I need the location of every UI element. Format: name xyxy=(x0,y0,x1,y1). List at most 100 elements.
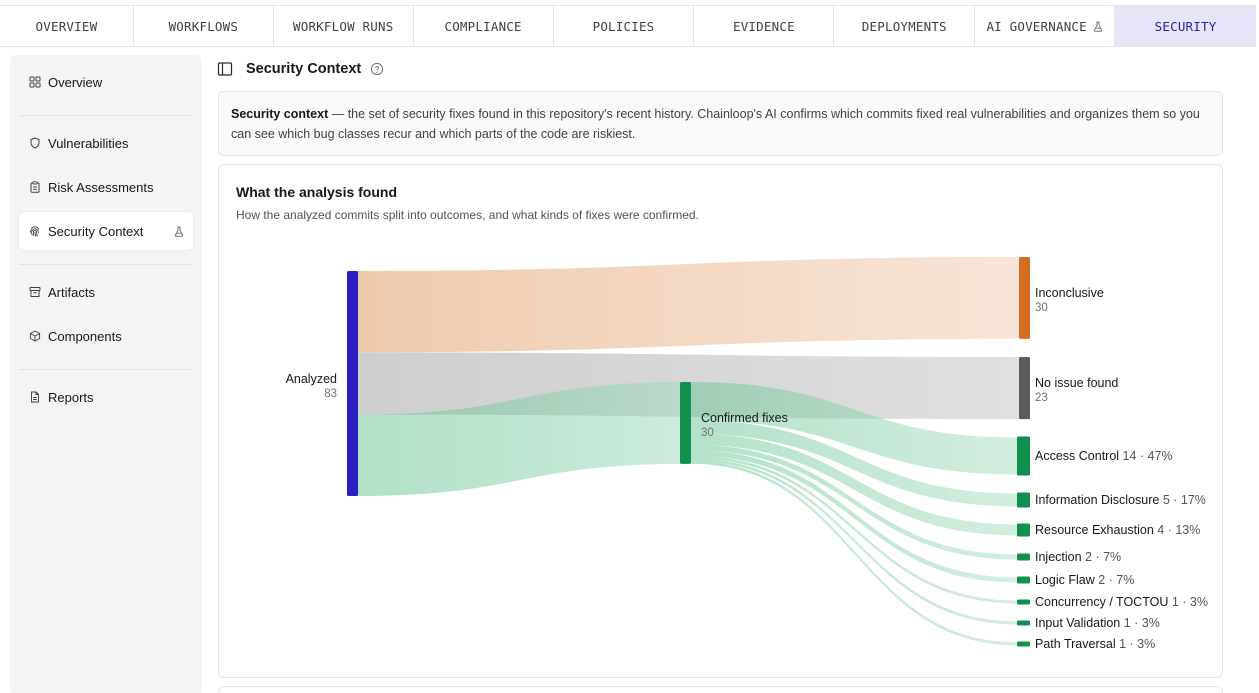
sidebar-divider xyxy=(19,369,193,370)
sidebar-item-artifacts[interactable]: Artifacts xyxy=(19,273,193,311)
node-confirmed[interactable] xyxy=(680,382,691,464)
category-value: 4 · 13% xyxy=(1157,523,1200,537)
flow-confirmed-injection xyxy=(691,444,1019,560)
category-name: Resource Exhaustion xyxy=(1035,523,1157,537)
category-value: 2 · 7% xyxy=(1085,550,1121,564)
flask-icon xyxy=(1093,21,1103,32)
category-value: 5 · 17% xyxy=(1163,493,1206,507)
next-card xyxy=(218,686,1223,693)
top-tab-bar: OVERVIEW WORKFLOWS WORKFLOW RUNS COMPLIA… xyxy=(0,5,1257,47)
description-text: — the set of security fixes found in thi… xyxy=(231,107,1200,141)
label-concurrency: Concurrency / TOCTOU 1 · 3% xyxy=(1035,595,1208,609)
node-logic-flaw[interactable] xyxy=(1017,576,1030,584)
sidebar-item-label: Overview xyxy=(48,74,103,90)
category-value: 1 · 3% xyxy=(1172,595,1208,609)
category-value: 1 · 3% xyxy=(1119,637,1155,651)
value-confirmed: 30 xyxy=(701,427,714,439)
category-name: Access Control xyxy=(1035,449,1123,463)
security-context-description: Security context — the set of security f… xyxy=(218,91,1223,156)
label-resource-exhaustion: Resource Exhaustion 4 · 13% xyxy=(1035,523,1200,537)
sidebar-item-label: Artifacts xyxy=(48,284,95,300)
tab-label: SECURITY xyxy=(1154,18,1217,34)
category-name: Logic Flaw xyxy=(1035,573,1098,587)
clipboard-icon xyxy=(29,181,41,193)
sidebar-item-vulnerabilities[interactable]: Vulnerabilities xyxy=(19,124,193,162)
category-name: Input Validation xyxy=(1035,616,1124,630)
category-name: Path Traversal xyxy=(1035,637,1119,651)
flow-confirmed-input-validation xyxy=(691,458,1019,625)
node-access-control[interactable] xyxy=(1017,436,1030,476)
sidebar: Overview Vulnerabilities Risk Assessment… xyxy=(10,55,202,693)
category-name: Information Disclosure xyxy=(1035,493,1163,507)
flow-confirmed-concurrency xyxy=(691,455,1019,604)
tab-label: COMPLIANCE xyxy=(444,18,522,34)
page-header: Security Context xyxy=(217,59,384,79)
value-no-issue: 23 xyxy=(1035,392,1048,404)
node-resource-exhaustion[interactable] xyxy=(1017,523,1030,537)
label-logic-flaw: Logic Flaw 2 · 7% xyxy=(1035,573,1134,587)
tab-ai-governance[interactable]: AI GOVERNANCE xyxy=(975,6,1116,46)
sankey-chart: Analyzed 83 Inconclusive 30 No issue found 23… xyxy=(286,257,1208,651)
value-analyzed: 83 xyxy=(324,388,337,400)
flow-confirmed-information-disclosure xyxy=(691,420,1019,507)
sidebar-divider xyxy=(19,115,193,116)
description-term: Security context xyxy=(231,107,329,121)
sidebar-toggle-icon[interactable] xyxy=(217,61,233,77)
tab-overview[interactable]: OVERVIEW xyxy=(0,6,134,46)
node-input-validation[interactable] xyxy=(1017,620,1030,626)
sidebar-item-components[interactable]: Components xyxy=(19,317,193,355)
sidebar-item-label: Security Context xyxy=(48,223,144,239)
tab-label: EVIDENCE xyxy=(732,18,795,34)
category-name: Injection xyxy=(1035,550,1085,564)
category-name: Concurrency / TOCTOU xyxy=(1035,595,1172,609)
analysis-card: What the analysis found How the analyzed… xyxy=(218,164,1223,678)
sidebar-divider xyxy=(19,264,193,265)
label-inconclusive: Inconclusive xyxy=(1035,286,1104,300)
grid-icon xyxy=(29,76,41,88)
flask-icon xyxy=(174,225,184,240)
label-analyzed: Analyzed xyxy=(286,372,337,386)
label-access-control: Access Control 14 · 47% xyxy=(1035,449,1173,463)
flow-analyzed-inconclusive xyxy=(357,257,1019,353)
node-concurrency[interactable] xyxy=(1017,599,1030,605)
tab-deployments[interactable]: DEPLOYMENTS xyxy=(834,6,976,46)
sidebar-item-overview[interactable]: Overview xyxy=(19,63,193,101)
fingerprint-icon xyxy=(29,225,41,237)
node-path-traversal[interactable] xyxy=(1017,641,1030,647)
label-injection: Injection 2 · 7% xyxy=(1035,550,1121,564)
file-icon xyxy=(29,391,41,403)
sidebar-item-label: Vulnerabilities xyxy=(48,135,129,151)
tab-workflow-runs[interactable]: WORKFLOW RUNS xyxy=(274,6,414,46)
tab-compliance[interactable]: COMPLIANCE xyxy=(414,6,554,46)
tab-policies[interactable]: POLICIES xyxy=(554,6,695,46)
tab-workflows[interactable]: WORKFLOWS xyxy=(134,6,274,46)
tab-label: POLICIES xyxy=(592,18,655,34)
tab-evidence[interactable]: EVIDENCE xyxy=(694,6,835,46)
node-information-disclosure[interactable] xyxy=(1017,492,1030,508)
tab-label: WORKFLOW RUNS xyxy=(293,18,394,34)
sidebar-item-label: Risk Assessments xyxy=(48,179,154,195)
flow-confirmed-resource-exhaustion xyxy=(691,433,1019,536)
sidebar-item-reports[interactable]: Reports xyxy=(19,378,193,416)
analysis-title: What the analysis found xyxy=(236,184,398,200)
category-value: 14 · 47% xyxy=(1123,449,1173,463)
help-circle-icon[interactable] xyxy=(370,62,384,76)
flow-confirmed-access-control xyxy=(691,382,1019,475)
label-no-issue: No issue found xyxy=(1035,376,1118,390)
tab-label: AI GOVERNANCE xyxy=(986,18,1087,34)
label-input-validation: Input Validation 1 · 3% xyxy=(1035,616,1160,630)
tab-label: WORKFLOWS xyxy=(168,18,239,34)
sidebar-item-security-context[interactable]: Security Context xyxy=(19,212,193,250)
node-injection[interactable] xyxy=(1017,553,1030,561)
flow-confirmed-path-traversal xyxy=(691,461,1019,646)
tab-label: OVERVIEW xyxy=(35,18,98,34)
category-value: 1 · 3% xyxy=(1124,616,1160,630)
node-no-issue[interactable] xyxy=(1019,357,1030,420)
node-analyzed[interactable] xyxy=(347,271,358,496)
node-inconclusive[interactable] xyxy=(1019,257,1030,339)
tab-security[interactable]: SECURITY xyxy=(1115,6,1257,46)
label-path-traversal: Path Traversal 1 · 3% xyxy=(1035,637,1155,651)
page-title: Security Context xyxy=(246,61,362,77)
box-icon xyxy=(29,330,41,342)
sidebar-item-risk-assessments[interactable]: Risk Assessments xyxy=(19,168,193,206)
